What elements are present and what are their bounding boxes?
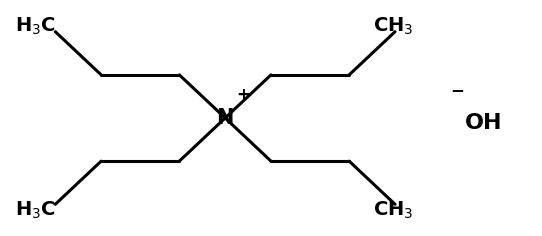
Text: N: N	[216, 108, 234, 128]
Text: H$_3$C: H$_3$C	[15, 199, 56, 221]
Text: −: −	[450, 81, 464, 99]
Text: OH: OH	[465, 113, 503, 133]
Text: CH$_3$: CH$_3$	[373, 15, 414, 37]
Text: H$_3$C: H$_3$C	[15, 15, 56, 37]
Text: +: +	[236, 86, 250, 104]
Text: CH$_3$: CH$_3$	[373, 199, 414, 221]
